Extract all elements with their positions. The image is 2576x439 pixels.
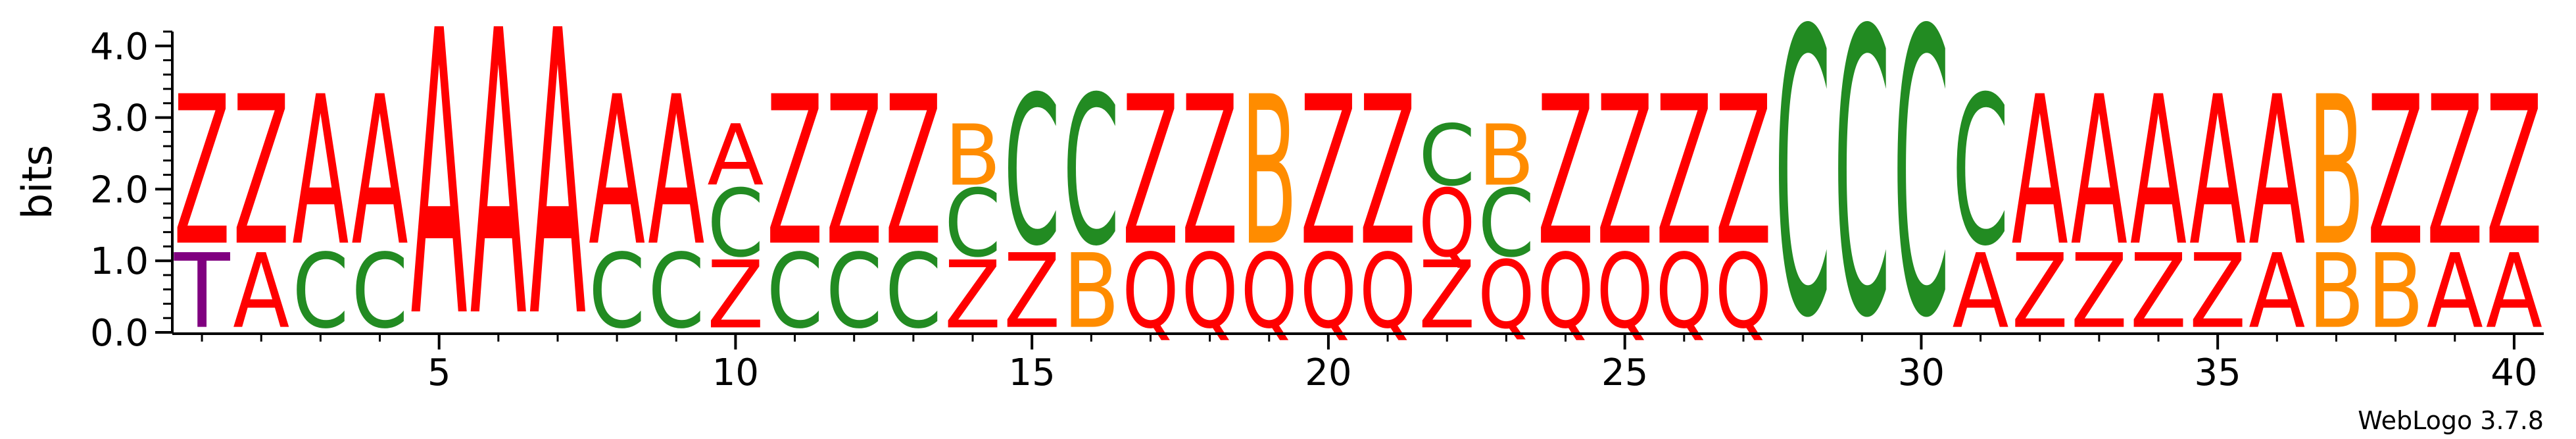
logo-letter-z: Z (2486, 53, 2542, 291)
logo-letter-z: Z (2368, 53, 2424, 291)
logo-letter-q: Q (1419, 170, 1475, 278)
logo-letter-c: C (826, 233, 883, 352)
x-ticks: 5 10 15 20 25 30 35 40 (201, 334, 2538, 394)
logo-letter-c: C (885, 233, 942, 352)
x-axis: 5 10 15 20 25 30 35 40 (172, 332, 2544, 394)
logo-letter-z: Z (1359, 53, 1416, 291)
weblogo-credit: WebLogo 3.7.8 (2358, 406, 2544, 435)
logo-letter-q: Q (1241, 232, 1298, 351)
logo-letter-z: Z (885, 53, 942, 291)
logo-letter-a: A (2427, 233, 2483, 351)
logo-letter-z: Z (2189, 233, 2246, 351)
logo-letter-q: Q (1537, 232, 1593, 351)
logo-letter-c: C (1004, 52, 1060, 291)
logo-letter-q: Q (1478, 242, 1534, 349)
logo-letter-c: C (648, 233, 704, 352)
logo-letter-b: B (1241, 53, 1298, 291)
logo-letter-c: C (351, 233, 408, 352)
logo-letter-a: A (2248, 54, 2305, 292)
y-tick-label: 1.0 (90, 240, 149, 283)
logo-letter-a: A (589, 54, 645, 292)
logo-letter-c: C (707, 170, 764, 278)
logo-letter-q: Q (1656, 232, 1713, 351)
logo-letter-a: A (1953, 233, 2009, 351)
logo-letter-b: B (2368, 233, 2424, 352)
logo-letter-z: Z (1656, 53, 1713, 291)
logo-letter-a: A (2189, 54, 2246, 292)
logo-letter-a: A (648, 54, 704, 292)
y-ticks: 0.0 1.0 2.0 3.0 4.0 (90, 26, 172, 355)
logo-letter-c: C (1953, 52, 2009, 291)
logo-letter-a: A (707, 107, 764, 205)
logo-letter-z: Z (1004, 233, 1060, 351)
logo-letter-z: Z (1300, 53, 1357, 291)
x-tick-label: 40 (2491, 351, 2537, 394)
logo-letter-z: Z (944, 241, 1001, 349)
logo-letter-z: Z (1182, 53, 1238, 291)
logo-letter-c: C (1478, 170, 1534, 278)
logo-letter-a: A (470, 0, 527, 404)
y-tick-label: 4.0 (90, 26, 149, 68)
logo-letter-z: Z (707, 241, 764, 349)
logo-letter-z: Z (1715, 53, 1772, 291)
y-tick-label: 0.0 (90, 312, 149, 355)
logo-letter-b: B (1063, 233, 1119, 352)
logo-letter-z: Z (1122, 53, 1179, 291)
x-tick-label: 10 (712, 351, 759, 394)
x-tick-label: 30 (1898, 351, 1945, 394)
logo-letter-t: T (174, 232, 231, 351)
logo-letter-b: B (2308, 233, 2364, 352)
logo-letter-z: Z (2071, 233, 2127, 351)
logo-letter-c: C (1774, 0, 1831, 404)
logo-letter-a: A (2486, 233, 2542, 351)
logo-letter-a: A (2248, 233, 2305, 351)
x-tick-label: 20 (1305, 351, 1351, 394)
logo-letter-c: C (944, 170, 1001, 278)
logo-letter-c: C (1063, 52, 1119, 291)
logo-letter-c: C (767, 233, 823, 352)
y-tick-label: 2.0 (90, 168, 149, 211)
logo-letter-z: Z (826, 53, 883, 291)
x-tick-label: 5 (427, 351, 451, 394)
logo-letter-q: Q (1122, 232, 1179, 351)
y-tick-label: 3.0 (90, 97, 149, 140)
logo-letter-c: C (589, 233, 645, 352)
logo-letter-a: A (2071, 54, 2127, 292)
logo-letter-b: B (944, 107, 1001, 205)
logo-letter-z: Z (2012, 233, 2068, 351)
logo-letter-z: Z (1537, 53, 1593, 291)
logo-letter-b: B (1478, 107, 1534, 205)
logo-letter-a: A (2130, 54, 2187, 292)
x-tick-label: 35 (2195, 351, 2241, 394)
logo-letter-z: Z (1597, 53, 1653, 291)
logo-letter-z: Z (1419, 241, 1475, 349)
logo-letter-q: Q (1300, 232, 1357, 351)
logo-letter-z: Z (767, 53, 823, 291)
logo-letter-a: A (292, 54, 349, 292)
logo-letter-c: C (1419, 107, 1475, 205)
logo-letter-a: A (233, 233, 289, 351)
logo-letter-c: C (1834, 0, 1890, 404)
logo-letter-z: Z (174, 53, 230, 291)
y-axis-title: bits (13, 145, 61, 219)
logo-letter-c: C (292, 233, 349, 352)
logo-letter-z: Z (2130, 233, 2187, 351)
x-tick-label: 25 (1601, 351, 1648, 394)
logo-letter-z: Z (2427, 53, 2483, 291)
logo-letter-q: Q (1715, 232, 1772, 351)
y-axis: 0.0 1.0 2.0 3.0 4.0 (90, 26, 174, 355)
logo-letter-q: Q (1597, 232, 1653, 351)
logo-letter-q: Q (1359, 232, 1416, 351)
x-tick-label: 15 (1009, 351, 1056, 394)
logo-letter-a: A (529, 0, 587, 404)
logo-letter-a: A (351, 54, 408, 292)
logo-letter-a: A (2012, 54, 2068, 292)
logo-letter-q: Q (1182, 232, 1238, 351)
logo-letter-b: B (2308, 53, 2364, 291)
logo-letter-z: Z (233, 53, 289, 291)
